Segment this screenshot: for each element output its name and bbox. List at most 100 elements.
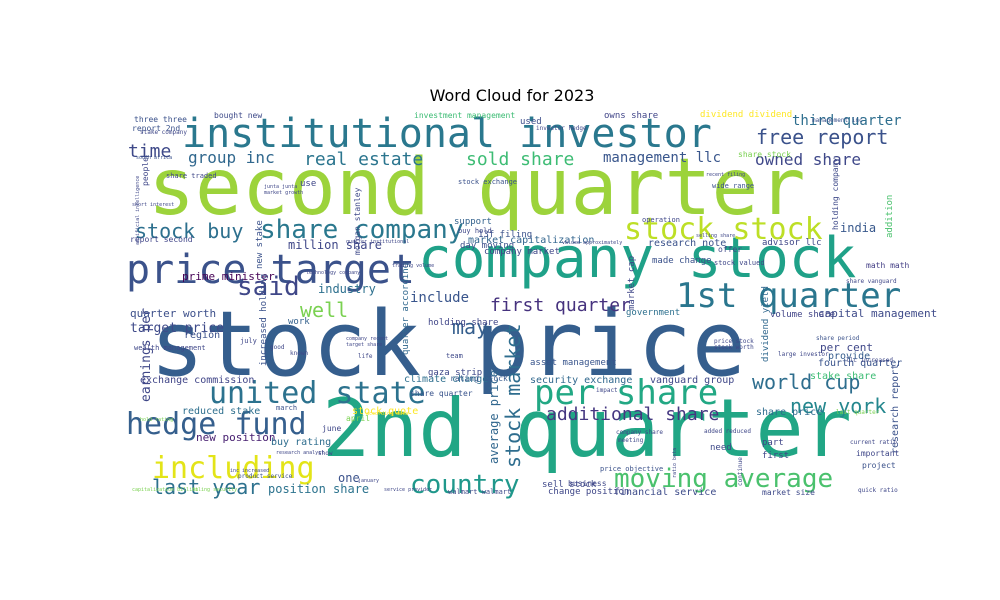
- word-cloud-word: price target: [126, 247, 415, 293]
- word-cloud-word: gaza strip: [428, 368, 482, 378]
- word-cloud-word: sold share: [466, 149, 574, 170]
- word-cloud-word: added reduced: [704, 428, 751, 435]
- word-cloud-word: dividend yield: [761, 286, 771, 362]
- word-cloud-word: team: [446, 352, 463, 360]
- word-cloud-word: change position: [548, 487, 629, 497]
- word-cloud-word: vanguard group: [650, 375, 734, 386]
- word-cloud-word: market size: [762, 488, 815, 497]
- word-cloud-word: share price: [756, 407, 822, 418]
- word-cloud-word: life: [358, 353, 373, 360]
- word-cloud-word: show: [318, 450, 333, 457]
- word-cloud-word: prime minister: [182, 270, 275, 283]
- word-cloud-word: position share: [268, 482, 369, 496]
- word-cloud-word: third quarter: [792, 113, 902, 129]
- word-cloud-word: walmart walmart: [448, 488, 511, 496]
- word-cloud-word: valued approximately: [562, 240, 622, 246]
- word-cloud-word: april: [346, 414, 370, 423]
- word-cloud-word: first quarter: [490, 295, 631, 316]
- word-cloud-word: artificial intelligence: [135, 176, 141, 245]
- word-cloud-word: rating stock: [450, 374, 508, 383]
- word-cloud-word: part: [762, 438, 784, 448]
- word-cloud-word: according data: [366, 411, 408, 417]
- word-cloud-word: stock exchange: [458, 178, 517, 186]
- word-cloud-word: investment management: [414, 111, 515, 120]
- word-cloud-word: july: [240, 337, 257, 345]
- word-cloud-word: industry: [318, 282, 376, 296]
- word-cloud-word: additional share: [546, 404, 719, 425]
- word-cloud-word: need: [710, 443, 732, 453]
- word-cloud-word: market growth: [264, 190, 303, 196]
- word-cloud-word: owned share: [755, 150, 861, 169]
- word-cloud-word: company recent: [346, 336, 388, 342]
- word-cloud-word: stock price: [150, 292, 746, 397]
- word-cloud-word: target price: [130, 321, 224, 336]
- word-cloud-word: hedge fund: [126, 407, 307, 442]
- word-cloud-word: may: [452, 315, 488, 339]
- word-cloud-word: important: [856, 449, 900, 458]
- word-cloud-word: hold rating: [140, 417, 173, 423]
- word-cloud-word: offer: [718, 245, 742, 254]
- word-cloud-word: increased holding: [259, 274, 269, 366]
- word-cloud-word: average price: [487, 370, 501, 464]
- word-cloud-word: country: [410, 470, 520, 500]
- word-cloud-word: reduced stake: [182, 406, 260, 417]
- word-cloud-word: stock market: [501, 324, 525, 469]
- word-cloud-word: stock worth: [714, 344, 754, 351]
- word-cloud-word: day moving: [460, 241, 514, 251]
- word-cloud-word: business: [568, 479, 607, 488]
- word-cloud-word: current ratio: [850, 439, 897, 446]
- word-cloud-word: new position: [196, 431, 275, 444]
- word-cloud-word: company share: [616, 429, 663, 436]
- word-cloud-word: sell stock: [542, 480, 597, 490]
- word-cloud-word: well: [300, 298, 348, 322]
- word-cloud-word: management inc: [812, 117, 863, 124]
- word-cloud-word: advisor llc: [762, 238, 822, 248]
- word-cloud-word: provide: [828, 351, 870, 362]
- word-cloud-word: junta junta: [264, 184, 297, 190]
- word-cloud-word: quarter worth: [130, 307, 216, 320]
- word-cloud-word: world cup: [752, 370, 860, 394]
- word-cloud-word: share stock: [738, 150, 791, 159]
- word-cloud-word: new york: [790, 394, 886, 418]
- word-cloud-word: support: [454, 217, 492, 227]
- word-cloud-word: security exchange: [530, 375, 632, 386]
- word-cloud-word: 13f filing: [478, 230, 532, 240]
- word-cloud-word: capitalization billion: [132, 487, 198, 493]
- word-cloud-word: management llc: [603, 150, 721, 166]
- word-cloud-word: new stake: [255, 220, 265, 269]
- word-cloud-word: government: [626, 308, 680, 318]
- word-cloud-word: work: [288, 317, 310, 327]
- word-cloud-word: per cent: [820, 341, 873, 354]
- word-cloud-word: owns share: [604, 111, 658, 121]
- word-cloud-word: million share: [288, 238, 382, 252]
- word-cloud-word: first: [762, 451, 789, 461]
- word-cloud-word: stake share: [810, 371, 876, 382]
- word-cloud-word: people: [141, 157, 150, 186]
- word-cloud-word: short interest: [132, 202, 174, 208]
- word-cloud-word: stock buy: [135, 219, 243, 243]
- word-cloud-word: meeting: [618, 437, 644, 444]
- word-cloud-word: math math: [866, 261, 910, 270]
- word-cloud-word: use: [300, 179, 316, 189]
- word-cloud-word: share period: [816, 335, 860, 342]
- word-cloud-word: good: [270, 344, 285, 351]
- word-cloud-word: free report: [756, 125, 888, 149]
- chart-title: Word Cloud for 2023: [430, 86, 595, 105]
- word-cloud-word: wealth management: [134, 344, 206, 352]
- word-cloud-word: ratio beta: [672, 448, 678, 478]
- word-cloud-word: region: [184, 330, 220, 341]
- word-cloud-word: quarter according: [401, 263, 411, 355]
- word-cloud-word: second quarter: [148, 143, 805, 233]
- word-cloud-word: quarter institutional: [346, 239, 409, 245]
- word-cloud-word: target share: [346, 342, 382, 348]
- word-cloud-word: price stock: [714, 338, 754, 345]
- word-cloud-word: include: [410, 290, 469, 306]
- word-cloud-word: stake company: [140, 129, 187, 136]
- word-cloud-word: filing security: [192, 487, 237, 493]
- word-cloud-word: three three: [134, 115, 187, 124]
- word-cloud-word: stock quote: [352, 406, 418, 417]
- word-cloud-word: group inc: [188, 148, 275, 167]
- word-cloud-word: llc increased: [846, 357, 893, 364]
